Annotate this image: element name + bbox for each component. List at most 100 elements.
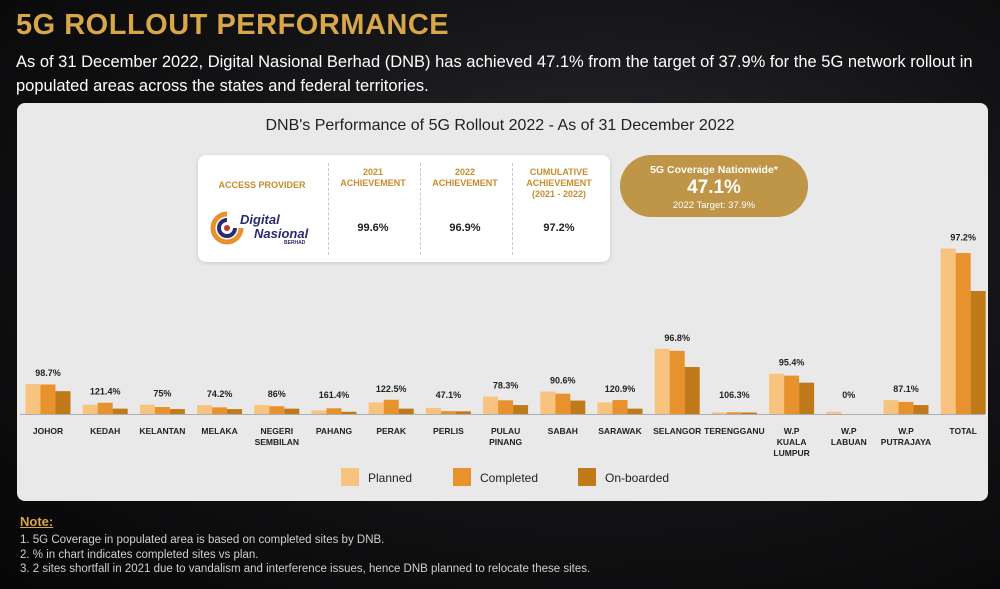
header-cumulative-line3: (2021 - 2022): [531, 189, 587, 199]
bar-on-boarded-sabah: [570, 400, 586, 414]
data-label: 78.3%: [493, 381, 519, 391]
data-label: 121.4%: [90, 387, 121, 397]
bar-planned-w-p-labuan: [826, 411, 842, 414]
legend-label-completed: Completed: [480, 471, 539, 485]
category-label: W.P: [841, 426, 857, 436]
page-subtitle: As of 31 December 2022, Digital Nasional…: [16, 53, 973, 95]
header-2021-line2: ACHIEVEMENT: [340, 178, 406, 188]
bar-planned-pahang: [311, 410, 327, 414]
provider-header: ACCESS PROVIDER: [218, 180, 306, 190]
header-2022: 2022 ACHIEVEMENT: [420, 167, 510, 189]
bar-completed-sabah: [555, 393, 571, 414]
category-label: SARAWAK: [598, 426, 642, 436]
value-cumulative: 97.2%: [543, 222, 575, 234]
data-label: 90.6%: [550, 376, 576, 386]
legend-label-onboarded: On-boarded: [605, 471, 670, 485]
category-label: TOTAL: [949, 426, 977, 436]
data-label: 86%: [268, 389, 286, 399]
bar-completed-selangor: [669, 350, 685, 414]
data-label: 47.1%: [436, 390, 462, 400]
notes-title: Note:: [20, 514, 54, 529]
badge-target: 2022 Target: 37.9%: [672, 200, 756, 211]
data-label: 0%: [842, 390, 855, 400]
category-label: PUTRAJAYA: [881, 437, 931, 447]
data-label: 98.7%: [35, 368, 61, 378]
bar-on-boarded-w-p-putrajaya: [913, 405, 929, 414]
bar-planned-selangor: [654, 348, 670, 414]
bar-planned-melaka: [197, 405, 213, 414]
bar-on-boarded-perlis: [455, 411, 471, 414]
category-label: LABUAN: [831, 437, 867, 447]
bar-on-boarded-kelantan: [169, 409, 185, 414]
logo-text-digital: Digital: [240, 212, 280, 227]
bar-planned-perak: [368, 402, 384, 414]
data-label: 122.5%: [376, 384, 407, 394]
data-label: 106.3%: [719, 390, 750, 400]
data-label: 95.4%: [779, 358, 805, 368]
category-label: JOHOR: [33, 426, 63, 436]
header-2022-line2: ACHIEVEMENT: [432, 178, 498, 188]
logo-text-berhad: BERHAD: [284, 240, 306, 246]
bar-on-boarded-perak: [398, 408, 414, 414]
header-cumulative-line1: CUMULATIVE: [529, 167, 589, 177]
category-label: NEGERI: [261, 426, 294, 436]
bar-on-boarded-selangor: [684, 367, 700, 414]
bar-completed-w-p-putrajaya: [898, 401, 914, 414]
bar-on-boarded-sarawak: [627, 408, 643, 414]
bar-planned-kelantan: [139, 404, 155, 414]
bar-planned-total: [940, 248, 956, 414]
bar-planned-negeri-sembilan: [254, 404, 270, 414]
note-item: 3. 2 sites shortfall in 2021 due to vand…: [20, 563, 591, 575]
bar-completed-kedah: [97, 402, 113, 414]
category-label: KEDAH: [90, 426, 120, 436]
bar-completed-johor: [40, 384, 56, 414]
header-2022-line1: 2022: [454, 167, 476, 177]
bar-on-boarded-kedah: [112, 408, 128, 414]
category-label: MELAKA: [201, 426, 237, 436]
bar-completed-sarawak: [612, 399, 628, 414]
bar-on-boarded-total: [970, 290, 986, 414]
bar-planned-w-p-kuala-lumpur: [769, 373, 785, 414]
category-label: PERAK: [376, 426, 407, 436]
bar-completed-kelantan: [154, 407, 170, 414]
category-label: KUALA: [777, 437, 807, 447]
bar-on-boarded-pulau-pinang: [513, 405, 529, 414]
data-label: 74.2%: [207, 389, 233, 399]
bar-planned-sabah: [540, 391, 556, 414]
note-item: 1. 5G Coverage in populated area is base…: [20, 534, 385, 546]
table-divider: [420, 163, 422, 255]
category-label: TERENGGANU: [704, 426, 764, 436]
logo-text-nasional: Nasional: [254, 226, 309, 241]
category-label: PULAU: [491, 426, 520, 436]
category-label: W.P: [784, 426, 800, 436]
bar-planned-pulau-pinang: [483, 396, 499, 414]
col-2022: 2022 ACHIEVEMENT 96.9%: [420, 155, 510, 262]
chart-title: DNB's Performance of 5G Rollout 2022 - A…: [265, 117, 735, 134]
achievement-table: ACCESS PROVIDER Digital Nasional BERHAD …: [198, 155, 610, 262]
bar-completed-pulau-pinang: [498, 400, 514, 414]
provider-column: ACCESS PROVIDER Digital Nasional BERHAD: [198, 155, 326, 262]
header-2021: 2021 ACHIEVEMENT: [328, 167, 418, 189]
page-title: 5G ROLLOUT PERFORMANCE: [16, 9, 450, 41]
category-label: KELANTAN: [139, 426, 185, 436]
col-cumulative: CUMULATIVE ACHIEVEMENT (2021 - 2022) 97.…: [512, 155, 606, 262]
bar-completed-terengganu: [726, 412, 742, 414]
category-label: SEMBILAN: [255, 437, 299, 447]
bar-planned-terengganu: [711, 412, 727, 414]
bar-completed-negeri-sembilan: [269, 406, 285, 414]
legend-swatch-planned: [341, 468, 359, 486]
category-label: SELANGOR: [653, 426, 701, 436]
bar-completed-total: [955, 253, 971, 414]
bar-planned-johor: [25, 384, 41, 414]
bar-on-boarded-johor: [55, 391, 71, 414]
legend-swatch-completed: [453, 468, 471, 486]
data-label: 120.9%: [605, 384, 636, 394]
badge-value: 47.1%: [687, 177, 741, 198]
legend-label-planned: Planned: [368, 471, 413, 485]
header-cumulative-line2: ACHIEVEMENT: [526, 178, 592, 188]
bar-on-boarded-negeri-sembilan: [284, 408, 300, 414]
data-label: 96.8%: [664, 333, 690, 343]
table-divider: [328, 163, 330, 255]
category-label: SABAH: [548, 426, 578, 436]
